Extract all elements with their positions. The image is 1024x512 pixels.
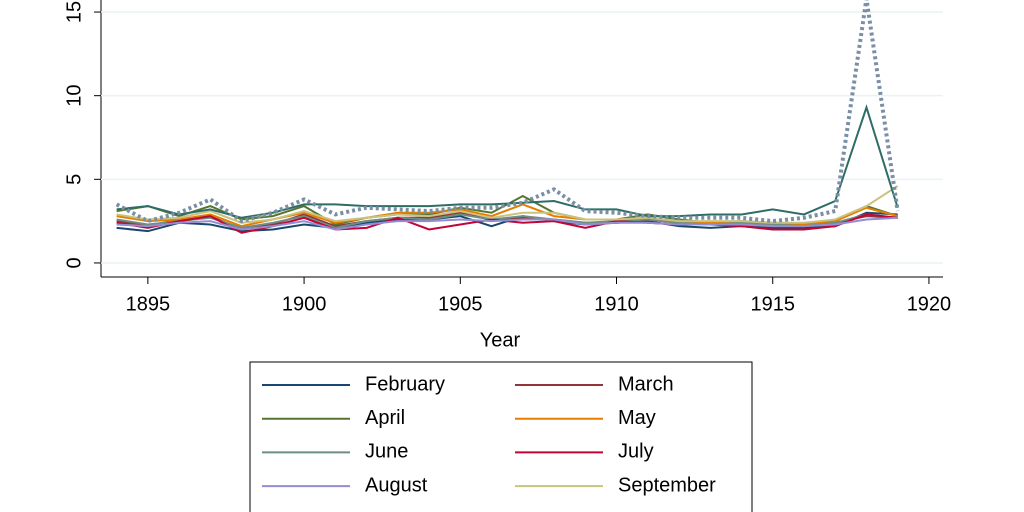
y-tick-label: 5 (63, 174, 85, 185)
x-axis-title: Year (480, 329, 521, 351)
y-tick-label: 15 (63, 1, 85, 23)
series-line (115, 0, 900, 224)
legend-label: March (618, 373, 674, 395)
x-tick-label: 1905 (438, 293, 483, 315)
legend-label: May (618, 407, 656, 429)
legend-label: April (365, 407, 405, 429)
legend-label: July (618, 441, 654, 463)
series-line (116, 104, 899, 219)
x-tick-label: 1895 (126, 293, 171, 315)
x-tick-label: 1910 (594, 293, 639, 315)
x-tick-label: 1915 (750, 293, 795, 315)
legend-label: August (365, 474, 428, 496)
y-tick-label: 0 (63, 257, 85, 268)
x-tick-label: 1920 (907, 293, 952, 315)
series-line (116, 216, 898, 231)
legend-label: September (618, 474, 716, 496)
x-tick-label: 1900 (282, 293, 327, 315)
legend-label: February (365, 373, 445, 395)
y-tick-label: 10 (63, 85, 85, 107)
legend-label: June (365, 441, 408, 463)
series-line (116, 213, 898, 229)
legend-box (249, 361, 753, 512)
